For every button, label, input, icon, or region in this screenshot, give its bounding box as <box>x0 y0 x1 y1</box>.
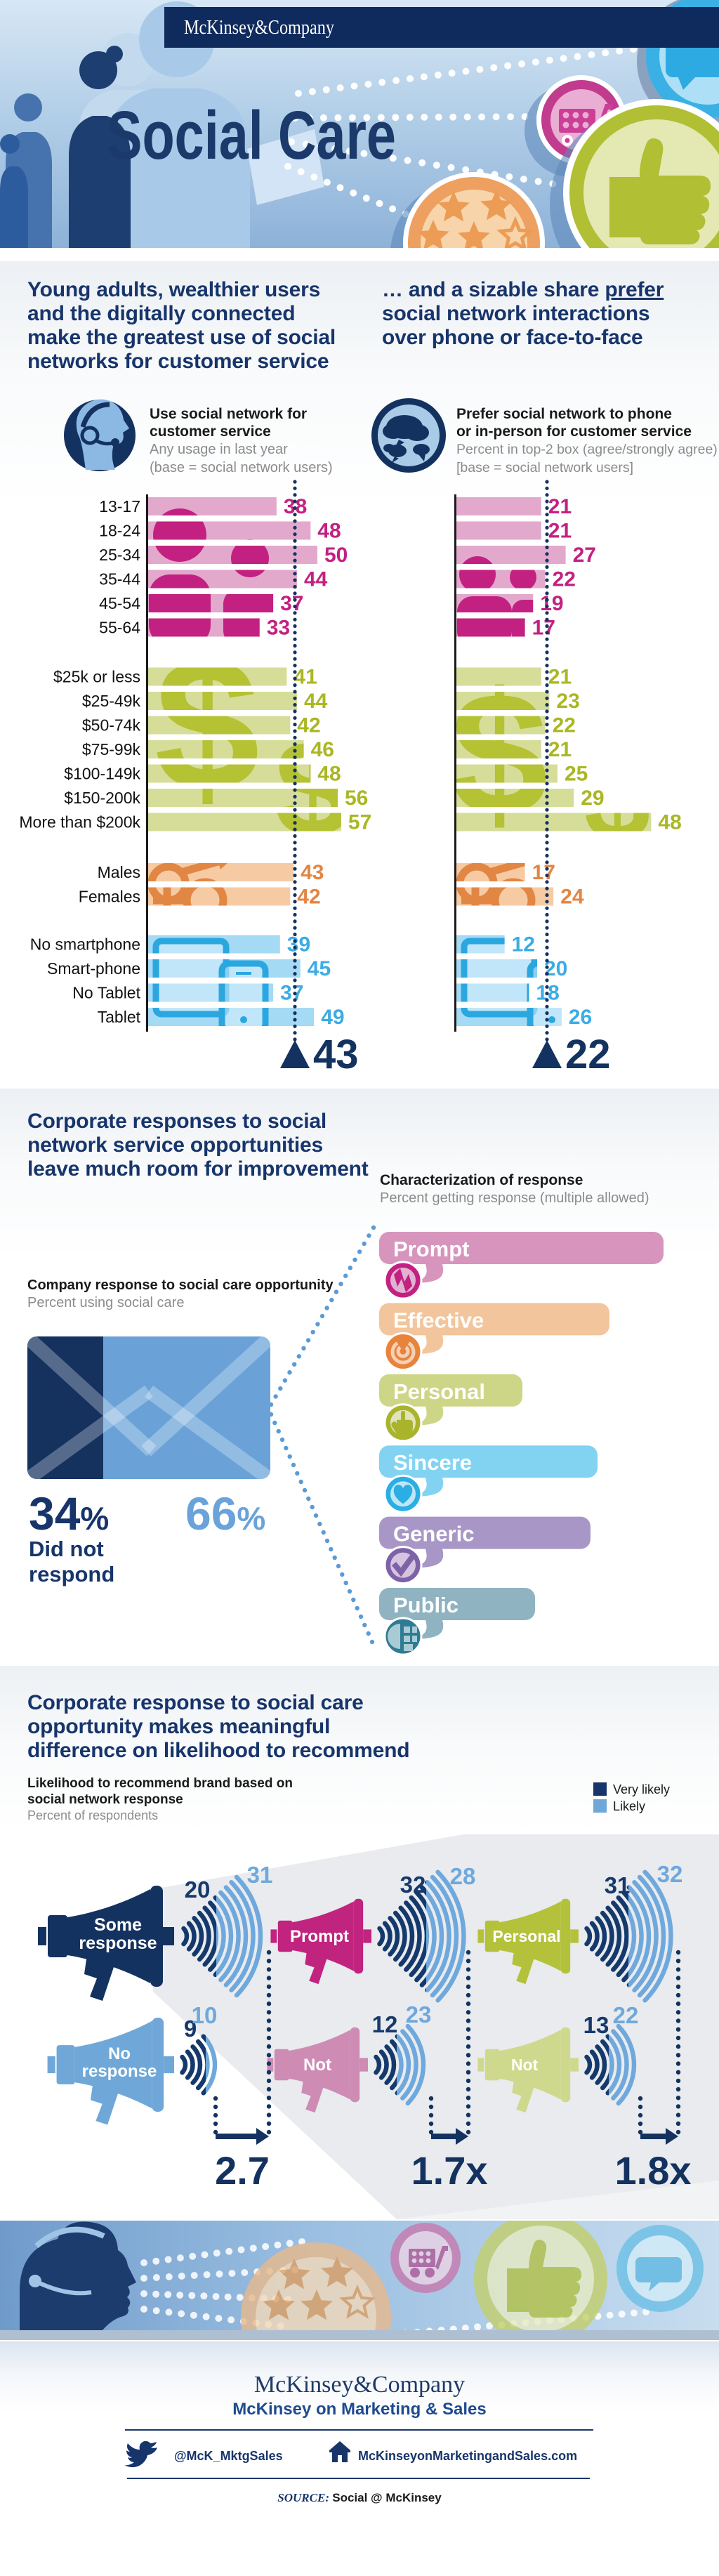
svg-text:Sincere: Sincere <box>393 1450 472 1475</box>
svg-text:13-17: 13-17 <box>99 497 140 515</box>
svg-text:Personal: Personal <box>492 1927 560 1945</box>
svg-text:No Tablet: No Tablet <box>72 984 140 1002</box>
svg-text:Did not: Did not <box>29 1537 104 1561</box>
svg-text:19: 19 <box>540 592 563 615</box>
svg-text:$75-99k: $75-99k <box>82 740 141 758</box>
svg-text:22: 22 <box>565 1032 611 1077</box>
svg-text:1.8x: 1.8x <box>615 2148 692 2193</box>
svg-text:25: 25 <box>565 763 588 786</box>
svg-text:Smart-phone: Smart-phone <box>47 959 140 978</box>
svg-text:17: 17 <box>532 617 555 640</box>
svg-text:57: 57 <box>348 811 371 834</box>
svg-text:$100-149k: $100-149k <box>64 765 140 783</box>
svg-text:Some: Some <box>94 1915 142 1935</box>
svg-text:23: 23 <box>406 2002 432 2028</box>
svg-text:50: 50 <box>324 544 348 567</box>
svg-text:45: 45 <box>308 957 331 980</box>
svg-text:Prompt: Prompt <box>393 1237 470 1261</box>
svg-text:42: 42 <box>297 714 320 737</box>
svg-text:2.7: 2.7 <box>215 2148 270 2193</box>
svg-text:43: 43 <box>301 861 324 884</box>
svg-text:66%: 66% <box>185 1487 265 1539</box>
svg-text:respond: respond <box>29 1562 114 1586</box>
svg-text:$25-49k: $25-49k <box>82 692 141 710</box>
svg-text:$150-200k: $150-200k <box>64 789 140 807</box>
svg-text:56: 56 <box>345 787 368 810</box>
svg-text:21: 21 <box>548 666 572 689</box>
svg-text:SOURCE: Social @ McKinsey: SOURCE: Social @ McKinsey <box>277 2491 442 2504</box>
svg-text:35-44: 35-44 <box>99 570 140 589</box>
svg-text:22: 22 <box>553 714 576 737</box>
svg-text:McKinsey&Company: McKinsey&Company <box>254 2372 465 2398</box>
svg-text:24: 24 <box>560 886 584 909</box>
svg-text:48: 48 <box>317 520 341 543</box>
svg-text:49: 49 <box>321 1006 344 1029</box>
svg-text:10: 10 <box>192 2002 218 2028</box>
svg-text:21: 21 <box>548 495 572 518</box>
svg-text:McKinsey&Company: McKinsey&Company <box>184 17 334 39</box>
svg-text:22: 22 <box>613 2002 639 2028</box>
svg-text:26: 26 <box>569 1006 592 1029</box>
svg-text:Not: Not <box>511 2056 539 2074</box>
svg-text:Males: Males <box>98 863 140 881</box>
svg-text:21: 21 <box>548 520 572 543</box>
svg-text:Females: Females <box>79 888 140 906</box>
svg-text:@McK_MktgSales: @McK_MktgSales <box>174 2449 283 2463</box>
svg-text:55-64: 55-64 <box>99 619 140 637</box>
svg-text:42: 42 <box>297 886 320 909</box>
svg-text:$25k or less: $25k or less <box>53 668 140 686</box>
svg-text:31: 31 <box>605 1872 631 1898</box>
svg-text:32: 32 <box>657 1861 683 1887</box>
svg-text:45-54: 45-54 <box>99 594 140 612</box>
svg-text:More than $200k: More than $200k <box>19 813 140 832</box>
svg-text:48: 48 <box>317 763 341 786</box>
svg-text:21: 21 <box>548 738 572 761</box>
svg-text:$50-74k: $50-74k <box>82 716 141 735</box>
svg-text:31: 31 <box>247 1862 273 1888</box>
svg-text:27: 27 <box>573 544 596 567</box>
svg-text:Generic: Generic <box>393 1522 474 1546</box>
svg-text:37: 37 <box>280 982 303 1005</box>
svg-text:39: 39 <box>287 933 310 957</box>
svg-text:Prompt: Prompt <box>290 1927 349 1946</box>
svg-text:McKinseyonMarketingandSales.co: McKinseyonMarketingandSales.com <box>358 2449 577 2463</box>
svg-text:Social Care: Social Care <box>107 97 396 173</box>
svg-text:No smartphone: No smartphone <box>30 935 140 954</box>
svg-text:17: 17 <box>532 861 555 884</box>
svg-text:Tablet: Tablet <box>98 1008 141 1026</box>
svg-text:response: response <box>82 2062 157 2081</box>
svg-text:$: $ <box>154 619 260 831</box>
svg-text:37: 37 <box>280 592 303 615</box>
svg-text:$: $ <box>450 656 548 852</box>
svg-text:No: No <box>108 2044 131 2063</box>
svg-text:48: 48 <box>658 811 681 834</box>
svg-text:41: 41 <box>293 666 317 689</box>
svg-text:Personal: Personal <box>393 1379 485 1404</box>
svg-text:22: 22 <box>553 568 576 591</box>
svg-text:1.7x: 1.7x <box>411 2148 488 2193</box>
svg-text:23: 23 <box>556 690 579 713</box>
svg-text:43: 43 <box>313 1032 359 1077</box>
svg-text:44: 44 <box>304 690 328 713</box>
svg-text:34%: 34% <box>29 1487 109 1539</box>
svg-text:12: 12 <box>372 2011 398 2037</box>
svg-text:33: 33 <box>267 617 290 640</box>
svg-text:Effective: Effective <box>393 1308 484 1332</box>
svg-text:McKinsey on Marketing & Sales: McKinsey on Marketing & Sales <box>232 2400 486 2419</box>
svg-text:response: response <box>79 1933 157 1953</box>
svg-text:13: 13 <box>583 2012 609 2038</box>
svg-text:28: 28 <box>450 1863 476 1889</box>
svg-text:Not: Not <box>303 2056 331 2075</box>
svg-text:12: 12 <box>512 933 535 957</box>
svg-text:46: 46 <box>311 738 334 761</box>
svg-text:44: 44 <box>304 568 328 591</box>
svg-text:25-34: 25-34 <box>99 546 140 564</box>
svg-text:18-24: 18-24 <box>99 522 140 540</box>
svg-text:20: 20 <box>185 1877 211 1903</box>
svg-text:9: 9 <box>184 2016 197 2042</box>
svg-text:32: 32 <box>400 1872 426 1898</box>
svg-text:Public: Public <box>393 1593 459 1617</box>
svg-text:29: 29 <box>581 787 604 810</box>
